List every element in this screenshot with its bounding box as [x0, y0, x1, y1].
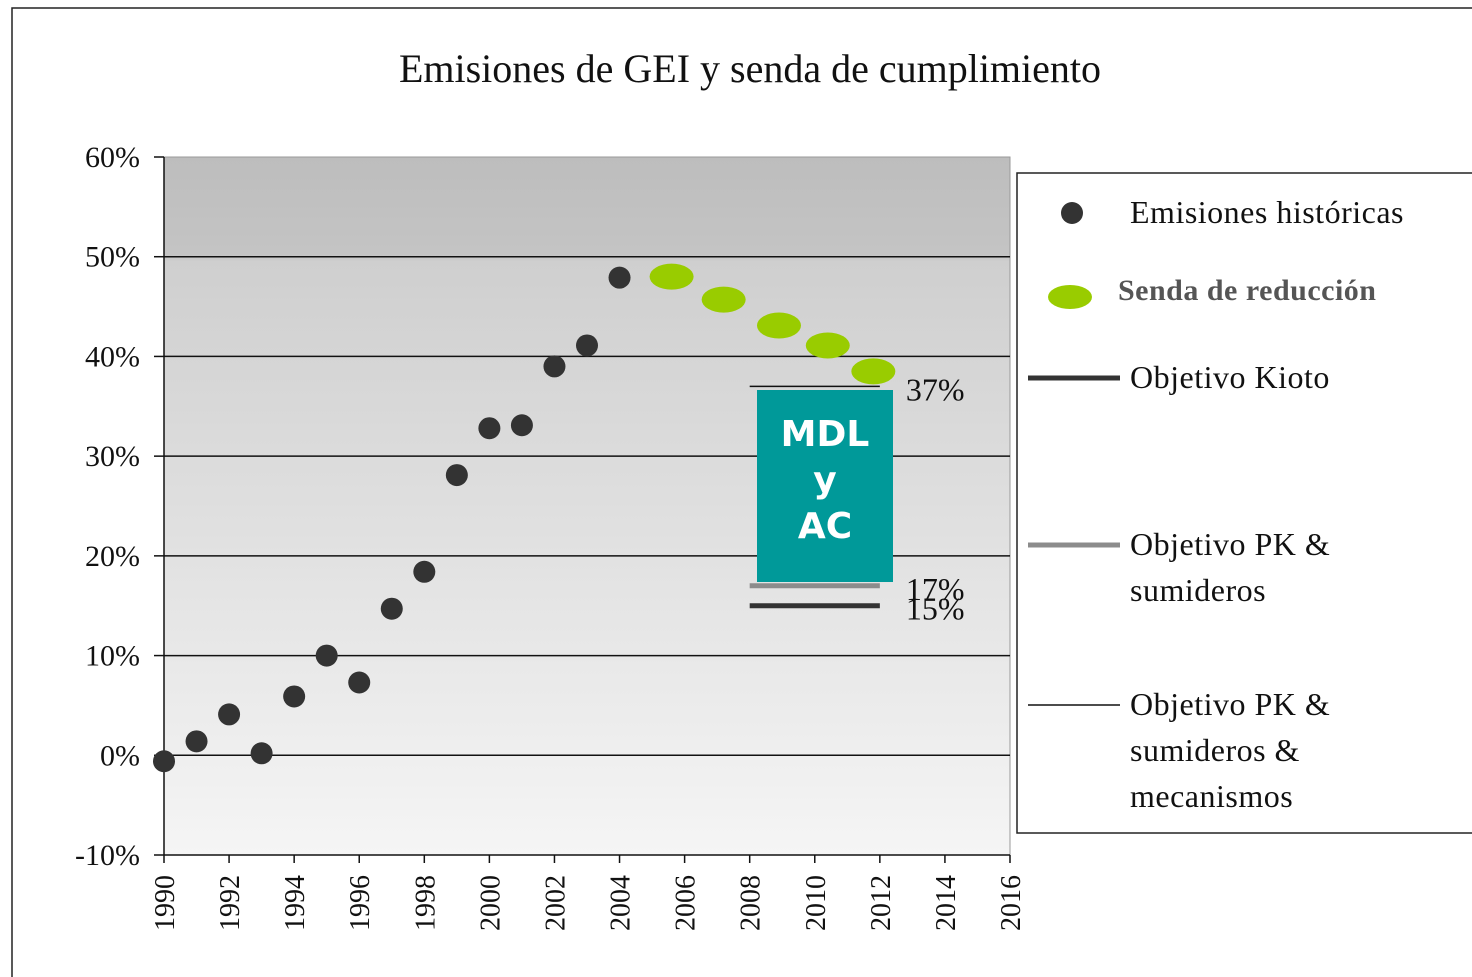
y-tick-label: -10%: [75, 839, 140, 872]
legend-label: Objetivo Kioto: [1130, 359, 1330, 395]
legend-label: Senda de reducción: [1118, 274, 1377, 307]
x-tick-label: 2006: [671, 875, 702, 931]
legend-label: Objetivo PK & sumideros: [1130, 526, 1331, 608]
data-point: [153, 750, 175, 773]
data-point: [445, 464, 468, 487]
annotation: MDL y AC: [757, 390, 893, 582]
value-label: 15%: [906, 591, 965, 627]
data-point: [348, 671, 371, 694]
x-tick-label: 1990: [150, 875, 181, 931]
data-point: [413, 560, 436, 583]
data-point: [805, 332, 850, 359]
data-point: [543, 355, 566, 378]
chart-title: Emisiones de GEI y senda de cumplimiento: [399, 46, 1101, 91]
y-tick-label: 50%: [85, 241, 140, 274]
data-point: [478, 417, 501, 440]
x-tick-label: 2012: [866, 875, 897, 931]
x-tick-label: 2004: [606, 875, 637, 931]
y-tick-label: 60%: [85, 141, 140, 174]
data-point: [608, 266, 631, 289]
legend-box: [1016, 172, 1472, 834]
data-point: [218, 703, 241, 726]
data-point: [649, 263, 694, 290]
x-tick-label: 2010: [801, 875, 832, 931]
data-point: [185, 730, 208, 753]
x-tick-label: 2014: [931, 875, 962, 931]
legend-marker: [1048, 285, 1092, 309]
legend-marker: [1061, 202, 1083, 224]
data-point: [576, 334, 598, 357]
x-tick-label: 1994: [280, 875, 311, 931]
data-point: [250, 742, 273, 765]
y-tick-label: 40%: [85, 340, 140, 373]
x-tick-label: 1996: [345, 875, 376, 931]
legend-label: Objetivo PK & sumideros & mecanismos: [1130, 686, 1331, 814]
x-tick-label: 2016: [996, 875, 1027, 931]
data-point: [701, 286, 746, 313]
x-tick-label: 2008: [736, 875, 767, 931]
data-point: [283, 685, 306, 708]
y-tick-label: 0%: [100, 739, 140, 772]
value-label: 17%: [906, 571, 965, 607]
data-point: [510, 414, 533, 437]
x-tick-label: 2002: [540, 875, 571, 931]
y-tick-label: 10%: [85, 640, 140, 673]
x-tick-label: 1992: [215, 875, 246, 931]
legend-label: Emisiones históricas: [1130, 194, 1404, 230]
data-point: [380, 597, 403, 620]
x-tick-label: 1998: [410, 875, 441, 931]
y-tick-label: 30%: [85, 440, 140, 473]
data-point: [851, 358, 896, 385]
x-tick-label: 2000: [475, 875, 506, 931]
y-tick-label: 20%: [85, 540, 140, 573]
value-label: 37%: [906, 371, 965, 407]
frame: [11, 7, 1472, 977]
data-point: [315, 644, 338, 667]
data-point: [756, 312, 801, 339]
